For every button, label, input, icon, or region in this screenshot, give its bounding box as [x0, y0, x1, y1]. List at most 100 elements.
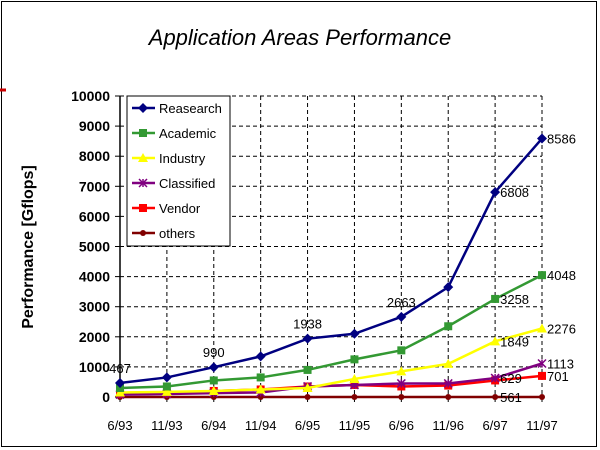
y-tick-label: 3000 [79, 299, 110, 315]
series-industry [115, 323, 547, 397]
data-point [257, 394, 264, 400]
data-point [162, 382, 171, 391]
data-point [396, 378, 406, 388]
series-group [115, 133, 547, 400]
data-point [490, 187, 501, 198]
data-label: 701 [547, 369, 569, 384]
data-label: 1113 [547, 356, 574, 371]
data-point [302, 333, 313, 344]
data-point [302, 382, 313, 392]
legend-entry: Reasearch [132, 101, 222, 116]
legend-label: others [159, 226, 196, 241]
data-point [304, 394, 311, 400]
legend-label: Industry [159, 151, 206, 166]
data-point [303, 365, 312, 374]
y-axis-label: Performance [Gflops] [20, 165, 37, 329]
data-point [445, 394, 452, 400]
series-reasearch [115, 133, 547, 388]
x-tick-label: 6/97 [482, 418, 507, 433]
data-point [443, 378, 453, 388]
data-point [538, 271, 546, 280]
legend-label: Reasearch [159, 101, 222, 116]
data-point [539, 394, 545, 400]
x-tick-labels: 6/93 11/93 6/94 11/94 6/95 11/95 6/96 11/96 6/97… [107, 418, 557, 433]
data-point [115, 387, 125, 397]
data-point [138, 178, 148, 188]
y-tick-label: 8000 [79, 148, 110, 164]
legend: Reasearch Academic Industry Classified Vendo… [126, 95, 231, 247]
data-point [349, 373, 360, 383]
legend-entry: others [132, 226, 196, 241]
legend-label: Classified [159, 176, 215, 191]
data-point [208, 385, 219, 395]
series-line [119, 362, 543, 396]
y-tick-label: 7000 [79, 178, 110, 194]
data-point [209, 376, 218, 385]
y-tick-label: 9000 [79, 118, 110, 134]
data-point [396, 311, 407, 322]
data-label: 467 [109, 361, 131, 376]
x-tick-label: 11/96 [432, 418, 464, 433]
x-tick-label: 11/94 [245, 418, 277, 433]
data-point [443, 282, 454, 293]
y-tick-label: 1000 [79, 359, 110, 375]
data-label: 990 [203, 345, 225, 360]
data-point [256, 373, 265, 382]
data-point [490, 373, 500, 383]
y-tick-label: 0 [102, 389, 110, 405]
legend-label: Academic [159, 126, 217, 141]
x-tick-label: 6/96 [389, 418, 414, 433]
data-label: 4048 [547, 268, 576, 283]
series-academic [116, 271, 546, 392]
data-point [538, 371, 546, 380]
data-point [116, 383, 124, 392]
x-tick-label: 11/93 [151, 418, 183, 433]
x-tick-label: 6/93 [107, 418, 132, 433]
data-point [351, 394, 358, 400]
y-tick-label: 4000 [79, 269, 110, 285]
y-tick-labels: 0 1000 2000 3000 4000 5000 6000 7000 8000 9000 100… [71, 88, 110, 405]
data-label: 1849 [500, 334, 529, 349]
data-point [255, 384, 266, 394]
data-point [138, 103, 148, 113]
data-point [139, 129, 147, 137]
data-point [138, 153, 148, 162]
data-label: 561 [500, 390, 522, 405]
data-point [444, 322, 453, 331]
legend-entry: Classified [132, 176, 215, 191]
data-point [537, 358, 547, 369]
data-point [140, 230, 146, 236]
data-point [255, 351, 266, 362]
series-line [119, 137, 543, 385]
series-line [119, 274, 543, 390]
data-labels: 467 990 1938 2663 6808 8586 3258 4048 1849 2276 62… [109, 132, 576, 405]
data-label: 8586 [547, 132, 576, 147]
data-label: 629 [500, 371, 522, 386]
y-tick-label: 5000 [79, 239, 110, 255]
data-label: 6808 [500, 185, 529, 200]
legend-entry: Academic [132, 126, 217, 141]
data-point [161, 386, 172, 396]
data-label: 2663 [387, 295, 416, 310]
y-tick-label: 10000 [71, 88, 110, 104]
data-point [491, 294, 500, 303]
data-point [537, 133, 547, 144]
data-label: 1938 [293, 317, 322, 332]
series-line [119, 327, 543, 394]
data-point [490, 336, 501, 346]
data-point [161, 372, 172, 383]
x-tick-label: 11/97 [526, 418, 558, 433]
chart-title: Application Areas Performance [147, 25, 451, 50]
data-point [139, 204, 147, 212]
data-point [443, 358, 454, 368]
data-point [537, 323, 547, 333]
data-point [349, 328, 360, 339]
y-tick-label: 2000 [79, 329, 110, 345]
legend-entry: Vendor [132, 201, 201, 216]
data-label: 2276 [547, 321, 576, 336]
x-tick-label: 6/95 [295, 418, 320, 433]
data-point [396, 366, 407, 376]
data-point [208, 362, 219, 373]
